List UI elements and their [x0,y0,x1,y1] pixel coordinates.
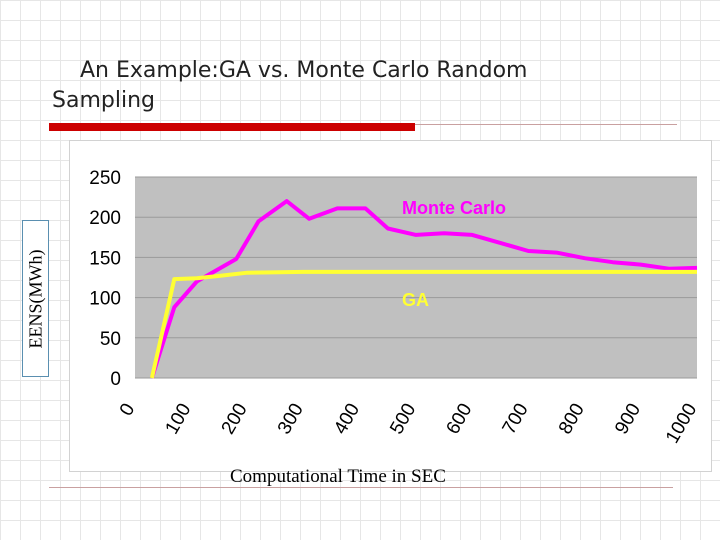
x-axis-title: Computational Time in SEC [230,466,446,487]
y-tick-label: 100 [89,289,121,310]
x-tick-label: 800 [555,400,589,438]
series-labels: Monte Carlo GA [402,198,506,310]
y-tick-label: 0 [110,369,121,390]
slide-title: An Example:GA vs. Monte Carlo Random Sam… [52,58,528,113]
x-tick-label: 400 [330,400,364,438]
grid-lines [135,176,697,379]
series-lines [149,199,698,379]
x-tick-label: 500 [386,400,420,438]
x-tick-label: 0 [116,400,139,420]
y-axis-title-box: EENS(MWh) [22,220,49,377]
x-tick-label: 600 [442,400,476,438]
series-label: GA [402,290,429,310]
plot-area [135,177,697,378]
series-line [149,269,697,379]
title-accent-bar [49,123,415,131]
x-tick-label: 200 [218,400,252,438]
x-tick-label: 1000 [662,400,701,447]
x-tick-labels: 0 100 200 300 400 500 600 700 800 900 1000 [116,400,701,447]
x-tick-label: 900 [611,400,645,438]
x-tick-label: 100 [161,400,195,438]
x-tick-label: 700 [499,400,533,438]
y-tick-label: 150 [89,248,121,269]
x-tick-label: 300 [274,400,308,438]
y-tick-label: 250 [89,168,121,189]
footer-line [49,487,673,488]
y-tick-label: 50 [100,329,121,350]
y-tick-labels: 0 50 100 150 200 250 [89,168,121,390]
y-tick-label: 200 [89,208,121,229]
y-axis-title: EENS(MWh) [25,249,45,348]
series-label: Monte Carlo [402,198,506,218]
series-line [149,199,698,379]
